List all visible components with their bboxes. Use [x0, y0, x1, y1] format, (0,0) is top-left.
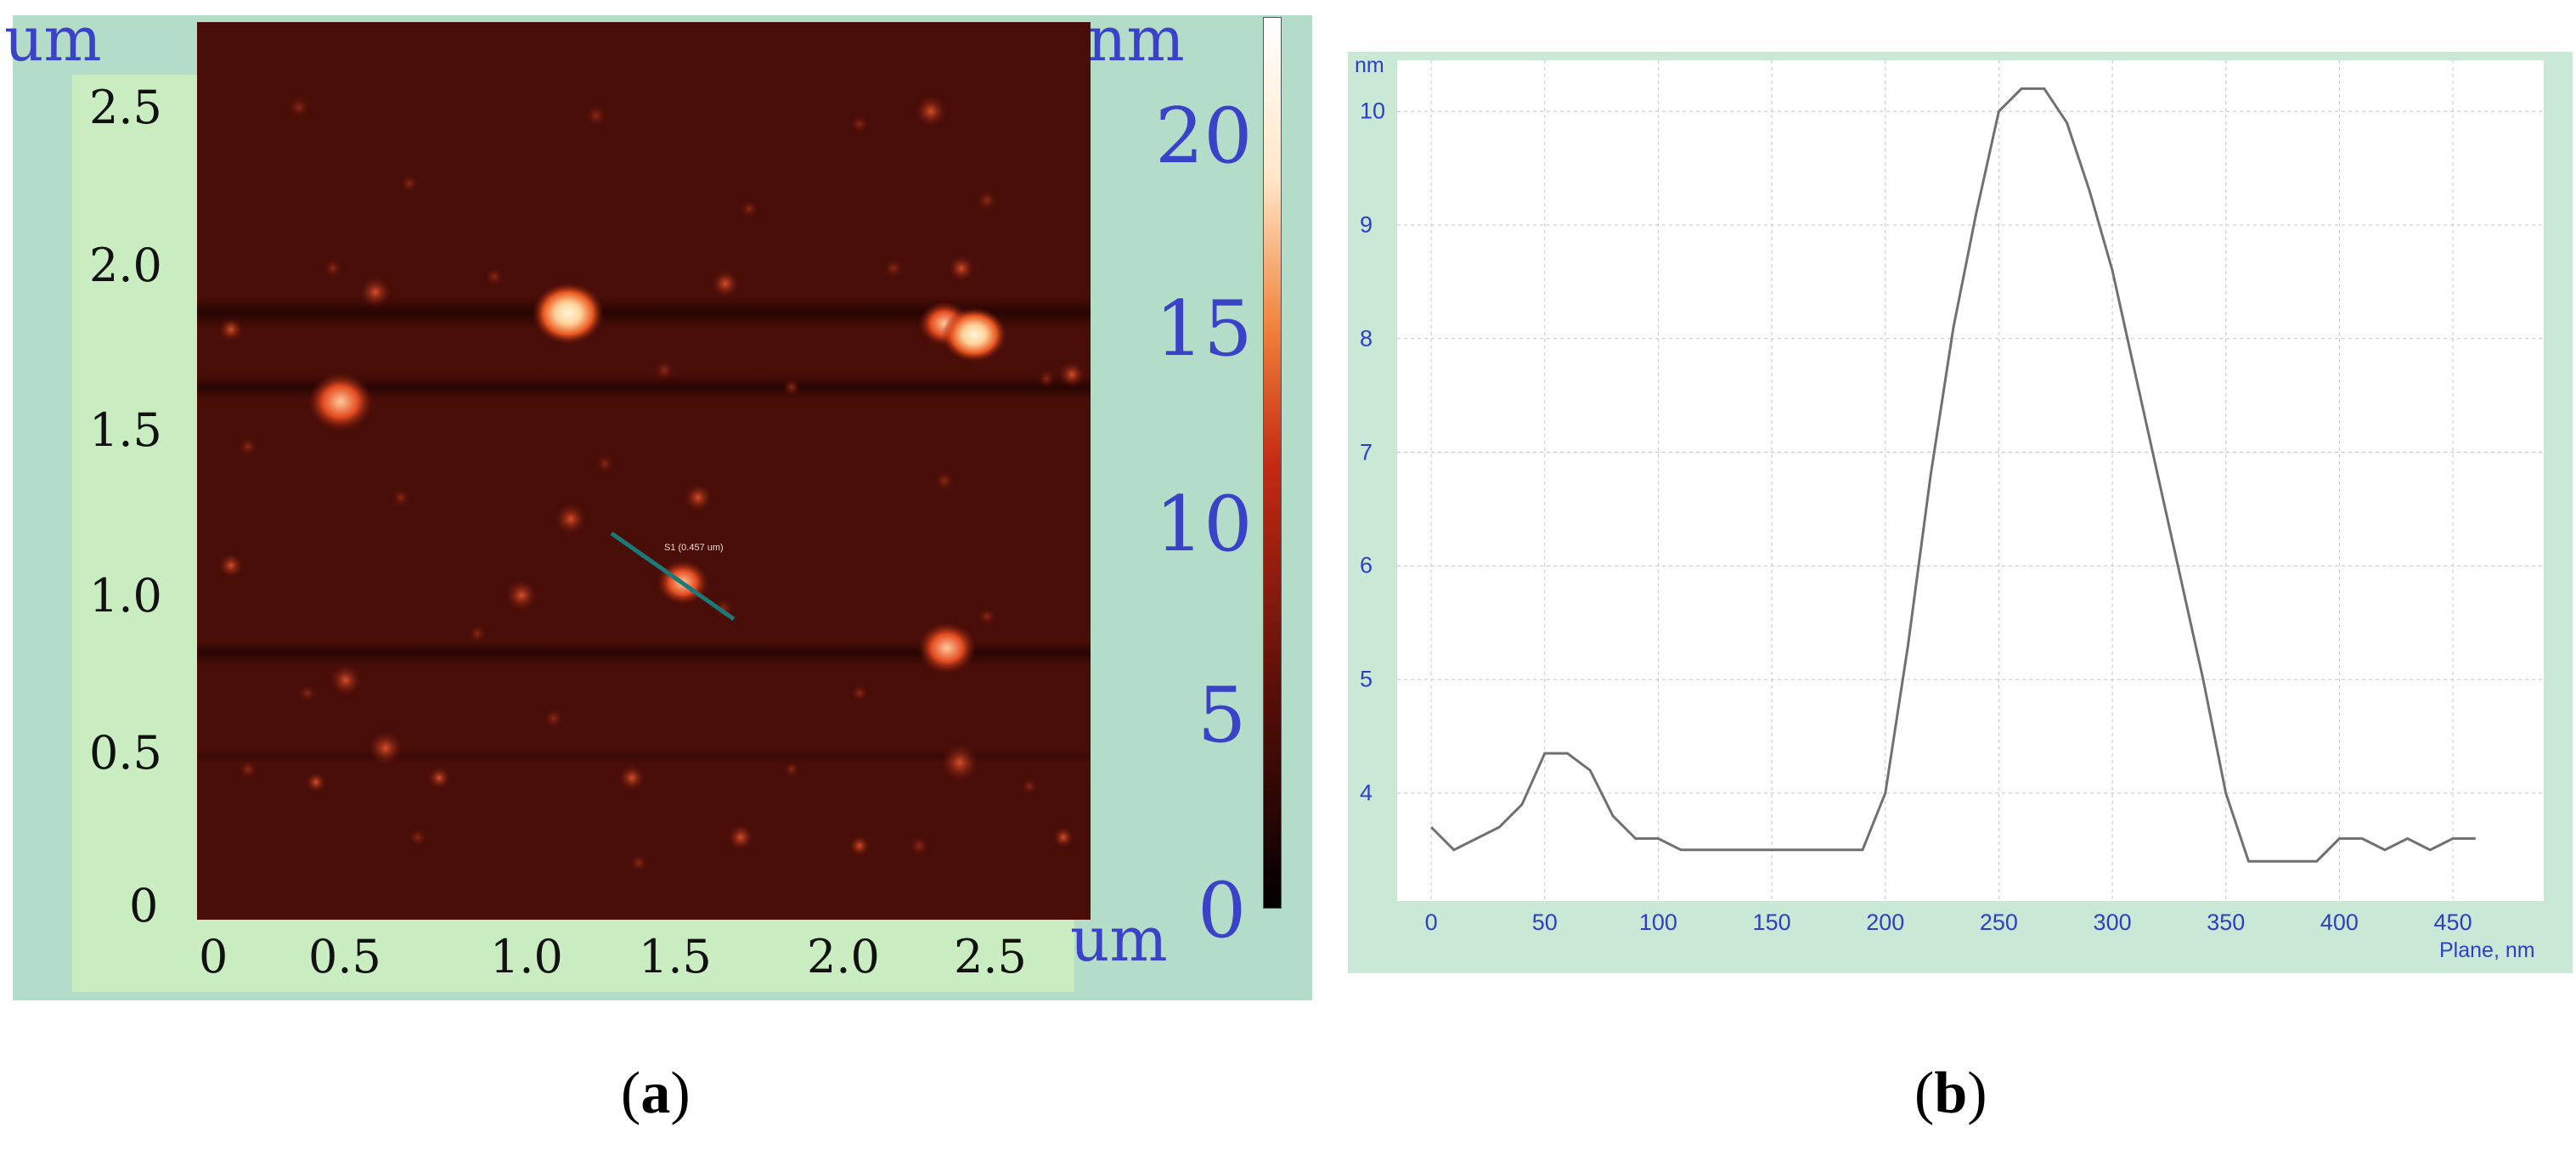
y-tick-label: 2.0 — [89, 239, 162, 292]
x-tick-label: 450 — [2433, 910, 2472, 935]
x-tick-label: 100 — [1638, 910, 1677, 935]
background-speckles — [239, 97, 1055, 871]
y-axis-unit: nm — [1355, 54, 1384, 77]
cross-section-label: S1 (0.457 um) — [664, 543, 724, 553]
profile-chart — [1397, 60, 2544, 901]
y-tick-label: 8 — [1360, 325, 1373, 352]
caption-b-letter: b — [1934, 1061, 1968, 1126]
y-tick-label: 2.5 — [89, 81, 162, 134]
y-axis-unit: um — [4, 3, 102, 75]
x-tick-label: 150 — [1752, 910, 1791, 935]
x-tick-label: 0.5 — [308, 930, 381, 983]
x-tick-label: 300 — [2093, 910, 2132, 935]
y-tick-label: 5 — [1360, 666, 1373, 692]
x-tick-label: 50 — [1531, 910, 1558, 935]
y-tick-label: 7 — [1360, 439, 1373, 465]
scale-tick-label: 15 — [1155, 284, 1253, 374]
caption-a: (a) — [621, 1061, 691, 1126]
scale-tick-label: 0 — [1198, 866, 1247, 955]
x-axis-title: Plane, nm — [2439, 938, 2535, 962]
height-profile-panel: nm Plane, nm 0 50 100 150 200 250 300 350 400 450… — [1348, 52, 2573, 973]
y-tick-label: 1.0 — [89, 569, 162, 622]
scale-unit: nm — [1087, 3, 1185, 75]
x-tick-label: 1.5 — [639, 930, 712, 983]
caption-b: (b) — [1914, 1061, 1987, 1126]
y-tick-label: 10 — [1360, 98, 1386, 124]
plot-area — [1397, 60, 2544, 901]
x-tick-label: 350 — [2207, 910, 2246, 935]
afm-image-panel: um nm um 2.5 2.0 1.5 1.0 0.5 0 0 0.5 1.0… — [4, 8, 1312, 1000]
x-tick-label: 250 — [1979, 910, 2018, 935]
grid — [1397, 60, 2544, 901]
afm-topography-image: S1 (0.457 um) — [197, 22, 1091, 920]
x-tick-label: 2.5 — [954, 930, 1027, 983]
cross-section-line[interactable] — [610, 531, 736, 622]
y-tick-label: 6 — [1360, 552, 1373, 578]
x-tick-label: 0 — [199, 930, 228, 983]
color-scale-bar — [1263, 17, 1282, 909]
x-tick-label: 1.0 — [490, 930, 563, 983]
y-tick-label: 9 — [1360, 211, 1373, 238]
small-particles — [219, 96, 1085, 856]
y-tick-label: 1.5 — [89, 403, 162, 457]
y-tick-label: 0.5 — [89, 726, 162, 780]
scale-tick-label: 10 — [1155, 480, 1253, 569]
caption-a-letter: a — [640, 1061, 671, 1126]
x-tick-label: 0 — [1424, 910, 1438, 935]
scan-artifact-band — [197, 748, 1091, 763]
y-tick-label: 4 — [1360, 780, 1373, 806]
scale-tick-label: 5 — [1198, 671, 1247, 760]
x-tick-label: 2.0 — [807, 930, 880, 983]
x-tick-label: 400 — [2320, 910, 2359, 935]
scale-tick-label: 20 — [1155, 92, 1253, 181]
afm-background — [197, 22, 1091, 920]
x-tick-label: 200 — [1866, 910, 1905, 935]
profile-line — [1430, 87, 2476, 863]
y-tick-label: 0 — [129, 879, 159, 932]
